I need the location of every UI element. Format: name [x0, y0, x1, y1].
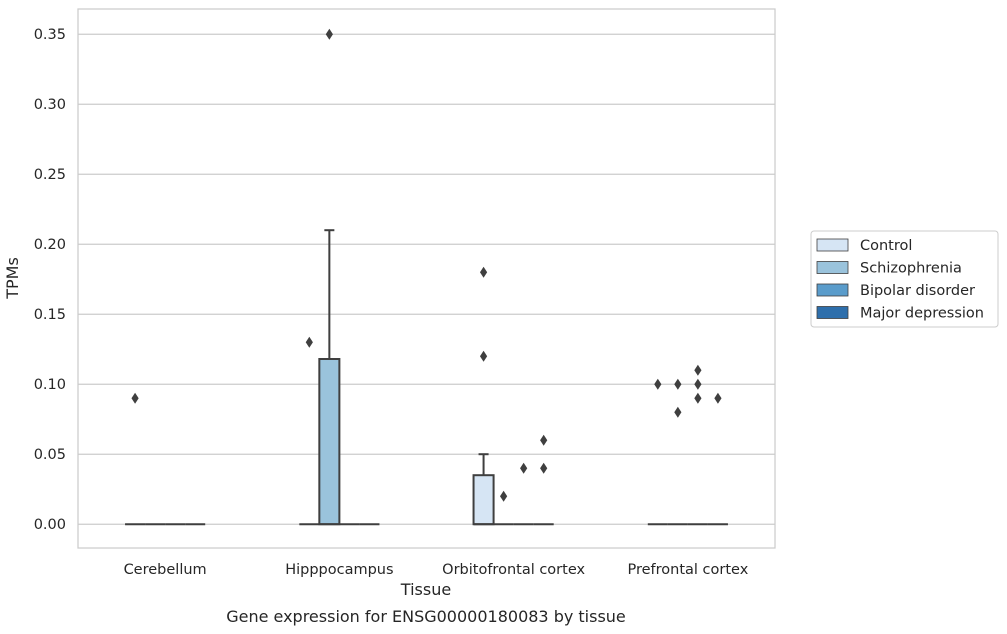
x-tick-label: Hipppocampus	[285, 562, 393, 578]
y-tick-label: 0.25	[34, 167, 66, 183]
y-tick-label: 0.20	[34, 237, 66, 253]
outlier-point	[479, 350, 488, 362]
x-tick-label: Prefrontal cortex	[627, 562, 748, 578]
outlier-point	[305, 336, 313, 348]
y-tick-label: 0.10	[34, 377, 66, 393]
legend-label: Bipolar disorder	[860, 283, 975, 299]
box-control	[647, 378, 668, 526]
y-tick-label: 0.35	[34, 27, 66, 43]
box-major-depression	[707, 392, 728, 526]
outlier-point	[540, 434, 548, 446]
legend-label: Control	[860, 238, 912, 254]
box-series	[125, 28, 728, 526]
y-tick-label: 0.15	[34, 307, 66, 323]
outlier-point	[694, 378, 702, 390]
box-body	[318, 358, 341, 526]
outlier-point	[540, 462, 548, 474]
outlier-point	[654, 378, 662, 390]
legend-label: Major depression	[860, 306, 984, 322]
box-control	[472, 266, 495, 526]
legend-swatch	[816, 306, 849, 319]
y-axis-label: TPMs	[3, 257, 22, 300]
box-schizophrenia	[493, 490, 514, 526]
outlier-point	[500, 490, 508, 502]
y-tick-label: 0.30	[34, 97, 66, 113]
outlier-point	[674, 406, 682, 418]
y-tick-label: 0.00	[34, 517, 66, 533]
outlier-point	[520, 462, 528, 474]
y-tick-label: 0.05	[34, 447, 66, 463]
box-control	[299, 336, 320, 526]
outlier-point	[325, 28, 333, 40]
box-bipolar-disorder	[513, 462, 534, 526]
box-control	[125, 392, 146, 526]
legend-label: Schizophrenia	[860, 261, 962, 277]
box-major-depression	[533, 434, 554, 526]
box-schizophrenia	[318, 28, 341, 526]
x-tick-labels: Cerebellum Hipppocampus Orbitofrontal cort…	[124, 562, 749, 578]
outlier-point	[714, 392, 722, 404]
legend-frame	[810, 230, 999, 328]
outlier-point	[694, 364, 702, 376]
legend[interactable]: Control Schizophrenia Bipolar disorder Majo…	[810, 230, 999, 328]
legend-swatch	[816, 238, 849, 252]
x-tick-label: Orbitofrontal cortex	[442, 562, 585, 578]
outlier-point	[674, 378, 682, 390]
outlier-point	[479, 266, 488, 278]
outlier-point	[694, 392, 702, 404]
y-tick-labels: 0.00 0.05 0.10 0.15 0.20 0.25 0.30 0.35	[34, 27, 66, 533]
x-tick-label: Cerebellum	[124, 562, 207, 578]
box-body	[472, 474, 495, 526]
outlier-point	[131, 392, 139, 404]
chart-caption: Gene expression for ENSG00000180083 by t…	[226, 607, 626, 626]
plot-frame	[77, 8, 776, 549]
legend-swatch	[816, 283, 849, 297]
box-bipolar-disorder	[687, 364, 708, 526]
box-schizophrenia	[667, 378, 688, 526]
legend-swatch	[816, 261, 849, 274]
x-axis-label: Tissue	[400, 580, 451, 599]
